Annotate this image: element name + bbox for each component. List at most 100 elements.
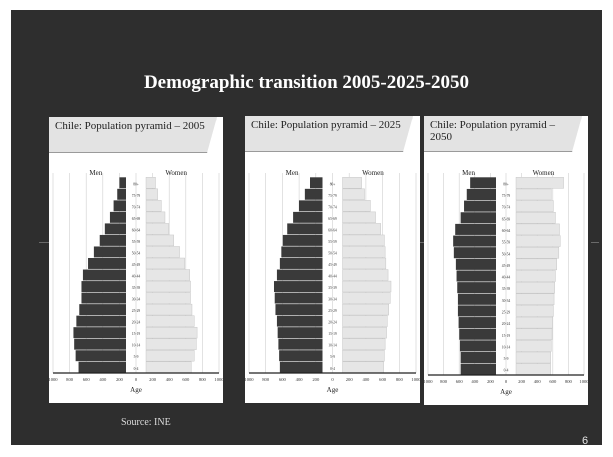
x-tick-label: 0 xyxy=(331,377,334,382)
bar-women xyxy=(515,281,555,294)
divider-line xyxy=(591,242,599,243)
bar-men xyxy=(109,211,126,223)
x-tick-label: 800 xyxy=(199,377,207,382)
x-tick-label: 600 xyxy=(549,379,557,384)
x-tick-label: 1000 xyxy=(579,379,588,384)
age-group-label: 30-34 xyxy=(502,299,511,303)
bar-women xyxy=(515,212,556,224)
age-group-label: 5-9 xyxy=(330,355,335,359)
bar-men xyxy=(456,270,496,282)
bar-men xyxy=(274,292,323,304)
bar-men xyxy=(73,327,126,339)
x-tick-label: 400 xyxy=(471,379,479,384)
x-tick-label: 600 xyxy=(83,377,91,382)
bar-men xyxy=(119,177,126,189)
age-group-label: 55-59 xyxy=(132,240,141,244)
x-tick-label: 200 xyxy=(149,377,157,382)
bar-men xyxy=(453,247,496,259)
x-tick-label: 600 xyxy=(182,377,190,382)
age-group-label: 0-4 xyxy=(330,367,335,371)
pyramid-panel-2005: Chile: Population pyramid – 2005 Men Wome… xyxy=(49,117,223,403)
bar-men xyxy=(293,211,323,223)
bar-men xyxy=(78,361,126,373)
x-tick-label: 800 xyxy=(66,377,74,382)
age-group-label: 75-79 xyxy=(502,194,511,198)
age-group-label: 0-4 xyxy=(134,367,139,371)
bar-men xyxy=(466,188,496,200)
x-axis-label: Age xyxy=(500,388,512,396)
women-label: Women xyxy=(362,169,384,177)
age-group-label: 20-24 xyxy=(132,321,141,325)
age-group-label: 80+ xyxy=(330,182,336,186)
age-group-label: 45-49 xyxy=(502,264,511,268)
panel-title-tab: Chile: Population pyramid – 2050 xyxy=(424,116,582,152)
bar-men xyxy=(104,223,126,235)
x-tick-label: 1000 xyxy=(49,377,58,382)
bar-men xyxy=(279,361,323,373)
x-tick-label: 400 xyxy=(362,377,370,382)
bar-women xyxy=(145,315,195,327)
bar-men xyxy=(82,269,126,281)
bar-women xyxy=(342,361,384,373)
bar-women xyxy=(145,223,169,235)
bar-men xyxy=(281,246,323,258)
age-group-label: 35-39 xyxy=(132,286,141,290)
bar-women xyxy=(342,234,385,247)
age-group-label: 35-39 xyxy=(502,287,511,291)
x-tick-label: 1000 xyxy=(245,377,254,382)
age-group-label: 40-44 xyxy=(132,275,141,279)
bar-women xyxy=(342,280,392,293)
bar-women xyxy=(342,200,371,212)
bar-women xyxy=(145,257,185,270)
x-tick-label: 400 xyxy=(534,379,542,384)
bar-women xyxy=(145,303,193,316)
bar-women xyxy=(515,223,560,236)
x-tick-label: 600 xyxy=(379,377,387,382)
bar-women xyxy=(342,269,389,281)
bar-women xyxy=(145,188,158,200)
age-group-label: 65-69 xyxy=(132,217,141,221)
bar-men xyxy=(460,352,496,364)
bar-women xyxy=(515,328,553,340)
age-group-label: 65-69 xyxy=(502,217,511,221)
age-group-label: 50-54 xyxy=(328,251,337,255)
bar-women xyxy=(145,292,191,304)
age-group-label: 55-59 xyxy=(328,240,337,244)
age-group-label: 10-14 xyxy=(502,345,511,349)
age-group-label: 70-74 xyxy=(328,205,337,209)
bar-women xyxy=(515,316,553,329)
x-tick-label: 400 xyxy=(99,377,107,382)
page-number: 6 xyxy=(582,435,589,447)
bar-men xyxy=(276,315,323,327)
x-tick-label: 600 xyxy=(456,379,464,384)
bar-men xyxy=(298,200,323,212)
age-group-label: 5-9 xyxy=(504,357,509,361)
bar-men xyxy=(273,281,323,292)
men-label: Men xyxy=(286,169,299,177)
x-tick-label: 200 xyxy=(116,377,124,382)
age-group-label: 75-79 xyxy=(132,194,141,198)
bar-women xyxy=(342,188,365,200)
bar-men xyxy=(459,340,496,352)
bar-men xyxy=(460,363,496,375)
age-group-label: 75-79 xyxy=(328,194,337,198)
men-label: Men xyxy=(462,169,475,177)
bar-men xyxy=(117,188,126,200)
bar-women xyxy=(515,305,554,317)
age-group-label: 5-9 xyxy=(134,355,139,359)
bar-men xyxy=(460,212,496,224)
bar-men xyxy=(277,327,323,339)
bar-women xyxy=(145,211,166,224)
bar-men xyxy=(113,200,126,212)
bar-women xyxy=(515,270,556,282)
bar-men xyxy=(81,292,126,304)
x-tick-label: 0 xyxy=(135,377,138,382)
bar-men xyxy=(278,338,323,350)
women-label: Women xyxy=(165,169,187,177)
bar-men xyxy=(279,350,323,362)
age-group-label: 30-34 xyxy=(328,298,337,302)
bar-men xyxy=(455,258,496,270)
x-tick-label: 200 xyxy=(487,379,495,384)
bar-women xyxy=(515,246,560,259)
bar-men xyxy=(279,258,323,269)
